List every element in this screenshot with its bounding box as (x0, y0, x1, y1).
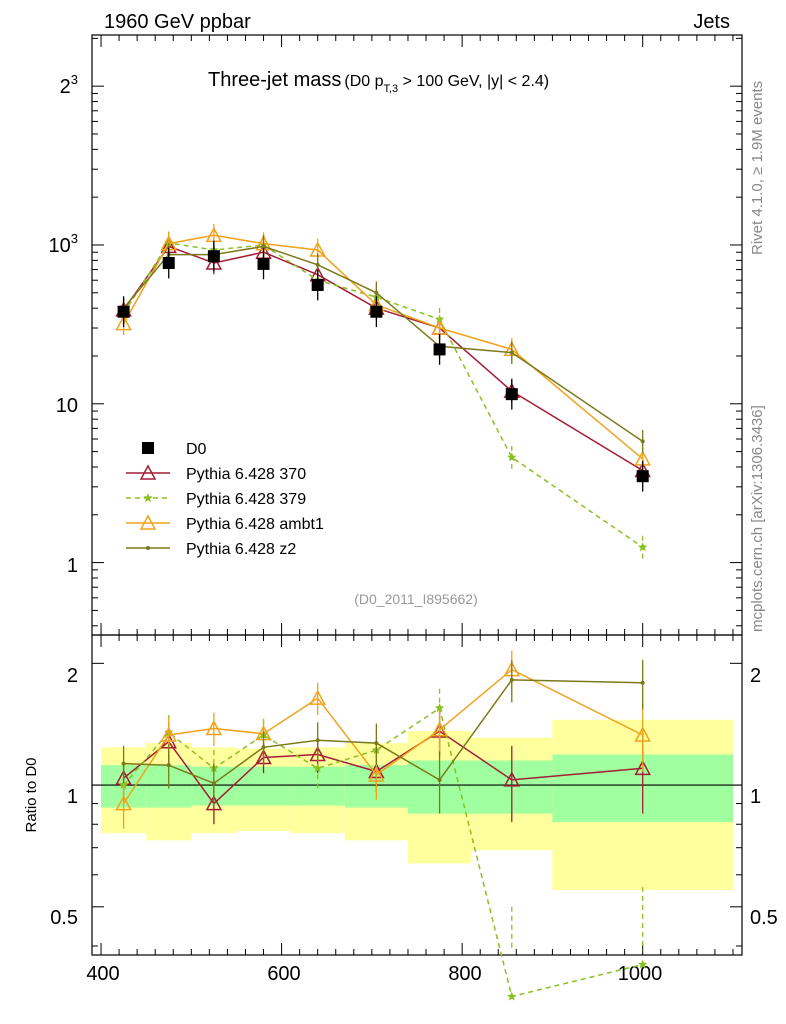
y-tick-label-1000: 23 (60, 72, 78, 98)
series-3-ratio-point (309, 689, 326, 705)
series-2-point (507, 452, 517, 462)
series-2-point (637, 542, 648, 552)
series-4-point (315, 262, 320, 267)
ratio-plot-frame (91, 634, 743, 956)
x-tick-labels: 400 600 800 1000 (86, 963, 662, 985)
plot-title-rest: > 100 GeV, |y| < 2.4) (398, 73, 549, 90)
d0-data-point (433, 343, 446, 356)
series-1-ratio-point (634, 759, 651, 776)
series-4-point (640, 439, 645, 444)
series-3-point (115, 314, 132, 331)
x-tick-label-1000: 1000 (618, 963, 663, 985)
series-3-ratio-point (160, 726, 177, 742)
header-left: 1960 GeV ppbar (104, 11, 251, 33)
series-4-ratio-point (166, 763, 171, 768)
series-2-ratio-line (123, 706, 643, 998)
legend-series-1-marker (139, 464, 157, 480)
series-2-ratio-point (637, 959, 648, 969)
series-4-ratio-point (261, 745, 266, 750)
series-3-ratio-point (368, 766, 385, 782)
y-tick-label-1: 1 (67, 555, 78, 577)
series-4-point (261, 244, 266, 249)
d0-data-point (505, 388, 518, 401)
legend-series-2-marker (143, 493, 153, 502)
y-tick-label-100-base: 10 (49, 235, 71, 257)
ratio-y-label: Ratio to D0 (23, 757, 40, 832)
series-4-ratio-point (640, 680, 645, 685)
ratio-tick-label-1-right: 1 (750, 786, 761, 808)
legend-series-3-label: Pythia 6.428 ambt1 (186, 516, 324, 533)
series-1-ratio-point (503, 771, 521, 787)
header-right: Jets (693, 11, 730, 33)
plot-title-subscript: T,3 (384, 83, 399, 95)
legend-series-0-marker (142, 442, 154, 454)
series-3-ratio-point (115, 794, 132, 811)
d0-data-point (207, 250, 220, 263)
ratio-tick-label-0.5: 0.5 (50, 907, 78, 929)
plot-title: Three-jet mass (D0 pT,3 > 100 GeV, |y| < … (208, 69, 549, 95)
series-2-ratio-point (434, 703, 445, 713)
legend-series-2-label: Pythia 6.428 379 (186, 491, 306, 508)
series-4-ratio-point (121, 761, 126, 766)
legend-series-4-label: Pythia 6.428 z2 (186, 541, 296, 558)
series-1-line (122, 245, 644, 472)
ratio-tick-label-1: 1 (67, 786, 78, 808)
series-4-point (509, 350, 514, 355)
series-2-ratio-point (312, 763, 323, 773)
legend-series-3-marker (139, 514, 157, 530)
d0-data-point (636, 470, 649, 483)
d0-data-point (162, 257, 175, 270)
series-3-point (431, 319, 448, 335)
legend-series-1-label: Pythia 6.428 370 (186, 466, 306, 483)
series-3-ratio-point (205, 719, 223, 736)
series-4-point (374, 290, 379, 295)
series-4-ratio-point (315, 738, 320, 743)
y-tick-label-1000-base: 2 (60, 76, 71, 98)
x-tick-label-600: 600 (267, 963, 300, 985)
d0-data-point (311, 278, 324, 291)
series-4-line (123, 245, 644, 443)
y-tick-label-100-exp: 3 (71, 231, 78, 246)
series-2-ratio-point (507, 991, 517, 1001)
rivet-label: Rivet 4.1.0, ≥ 1.9M events (749, 81, 766, 255)
series-4-ratio-point (509, 677, 514, 682)
main-y-tick-labels: 1 10 103 23 (49, 72, 78, 577)
legend-series-0-label: D0 (186, 441, 207, 458)
y-tick-label-1000-exp: 3 (71, 72, 78, 87)
series-4-ratio-point (374, 741, 379, 746)
legend-series-4-marker (146, 546, 150, 550)
d0-data-point (257, 257, 270, 270)
series-1-ratio-point (205, 794, 223, 811)
x-tick-label-400: 400 (86, 963, 119, 985)
y-tick-label-100: 103 (49, 231, 78, 257)
ratio-tick-label-0.5-right: 0.5 (750, 907, 778, 929)
series-4-ratio-point (211, 781, 216, 786)
d0-data-point (370, 305, 383, 318)
plot-title-main: Three-jet mass (208, 69, 341, 91)
ratio-tick-label-2: 2 (67, 665, 78, 687)
y-tick-label-10: 10 (56, 395, 78, 417)
ratio-tick-label-2-right: 2 (750, 665, 761, 687)
series-3-ratio-point (431, 721, 448, 737)
analysis-id: (D0_2011_I895662) (354, 591, 478, 607)
series-4-ratio-point (437, 777, 442, 782)
series-3-ratio-point (634, 726, 651, 742)
stat-uncertainty-band (236, 766, 291, 806)
chart-dynamic-layer: D0 Pythia 6.428 370 Pythia 6.428 379 Pythia… (92, 35, 742, 1001)
series-3-line (122, 234, 644, 460)
mcplots-label: mcplots.cern.ch [arXiv:1306.3436] (749, 405, 766, 632)
plot-title-sub: (D0 p (344, 73, 383, 90)
x-tick-label-800: 800 (448, 963, 481, 985)
d0-data-point (117, 305, 130, 318)
ratio-y-tick-labels: 2 1 0.5 2 1 0.5 (50, 665, 778, 929)
